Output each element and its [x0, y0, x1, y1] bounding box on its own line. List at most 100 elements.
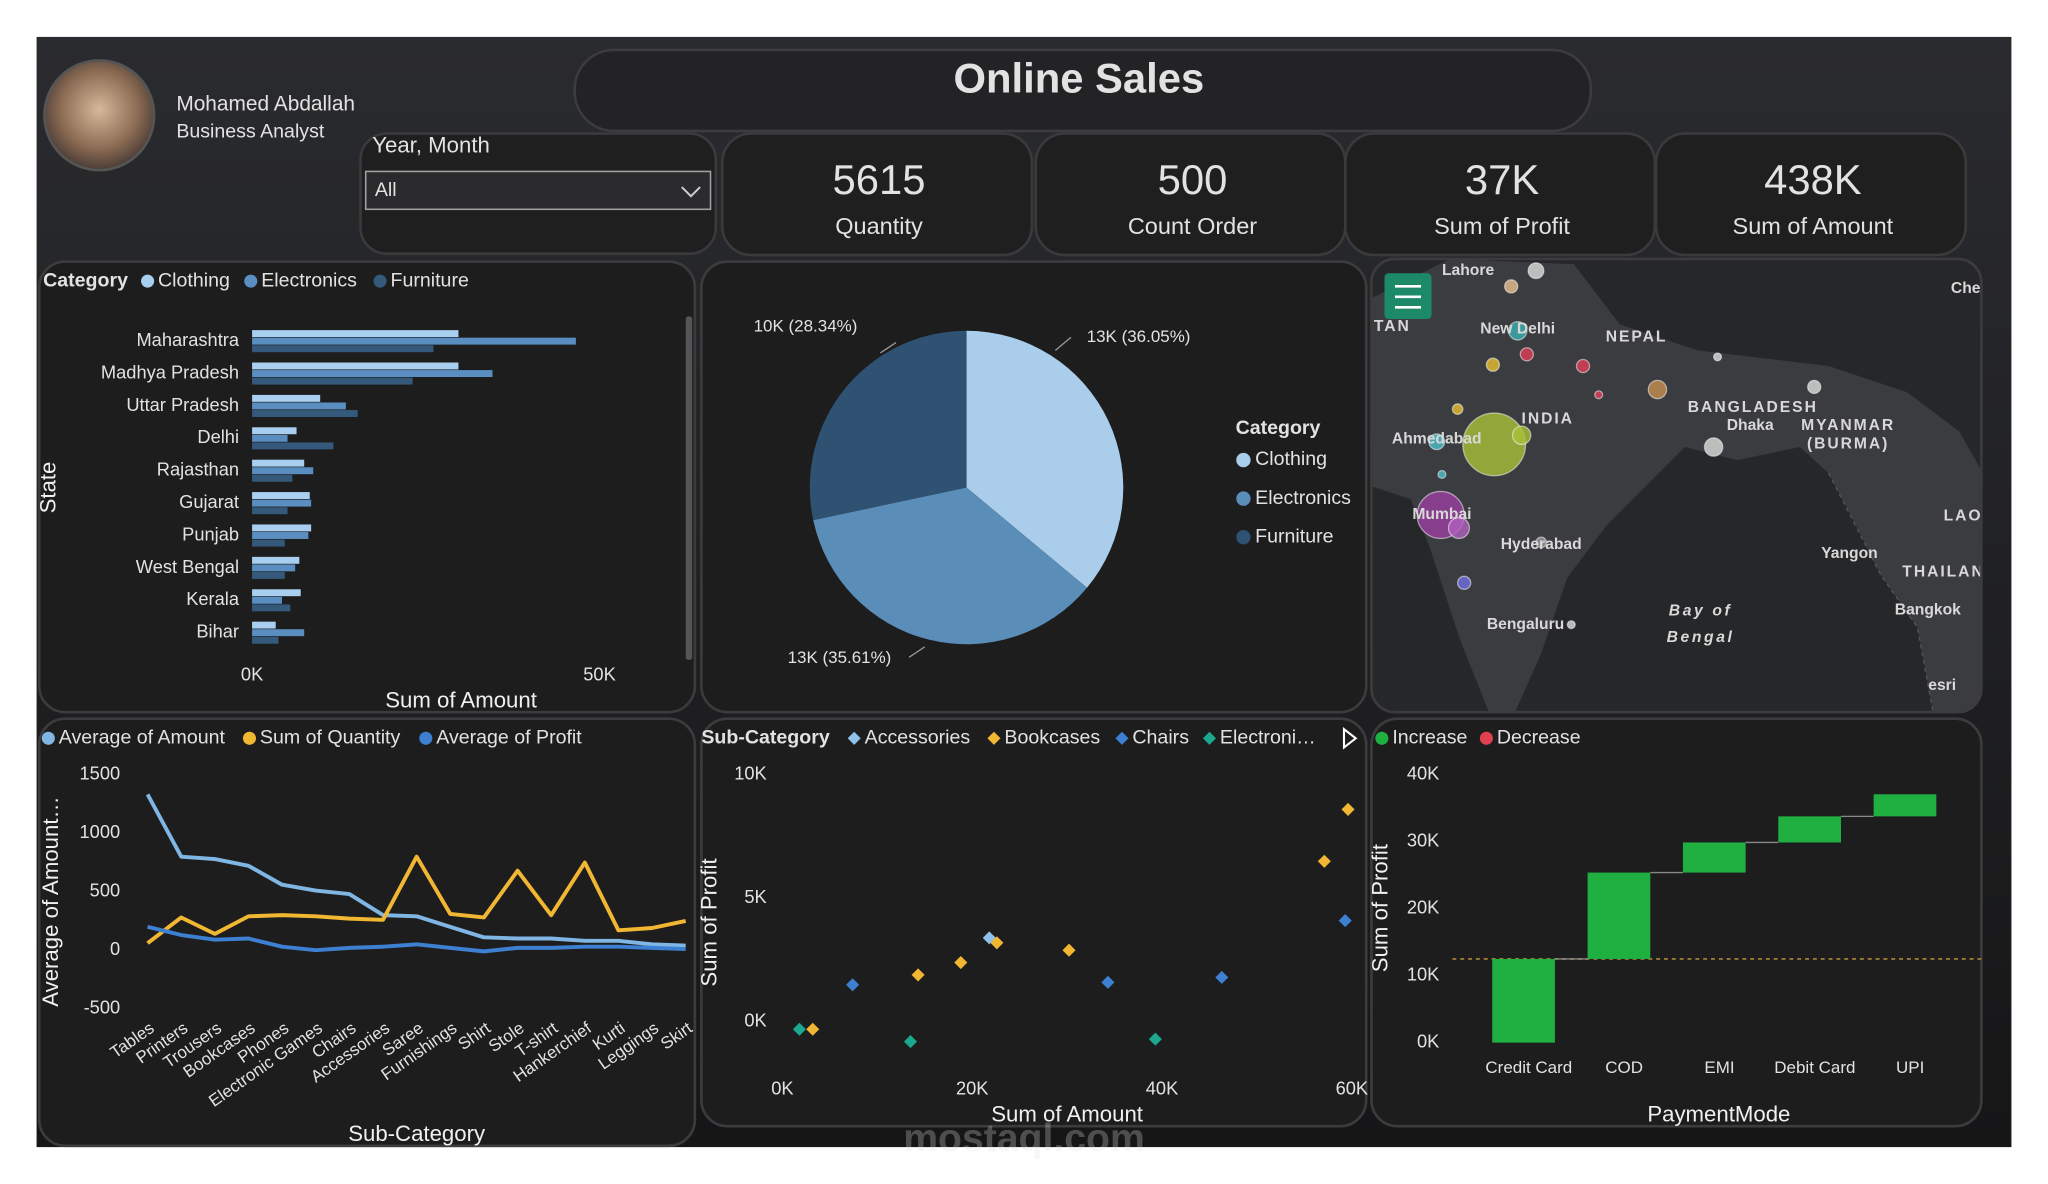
- map-label: esri: [1928, 677, 1956, 694]
- kpi-label: Sum of Amount: [1733, 213, 1894, 239]
- map-label: Bay of: [1669, 603, 1733, 620]
- map-bubble: [1437, 469, 1447, 480]
- scatter-point: [846, 978, 860, 992]
- scatter-point: [911, 968, 925, 982]
- bar: [252, 377, 413, 385]
- scatter-point: [1341, 802, 1355, 816]
- legend-label: Sum of Quantity: [260, 726, 401, 748]
- x-axis-title: Sub-Category: [348, 1121, 486, 1146]
- map-border: [1827, 472, 1934, 713]
- y-tick-label: 500: [90, 880, 120, 901]
- bar: [252, 524, 312, 532]
- legend-label: Bookcases: [1004, 726, 1100, 748]
- bar: [252, 589, 301, 597]
- x-tick-label: Debit Card: [1774, 1058, 1855, 1077]
- map-land: [1371, 258, 1982, 713]
- legend-marker: [1236, 529, 1251, 545]
- bar: [252, 629, 305, 637]
- legend-marker: [1115, 731, 1129, 745]
- x-tick-label: EMI: [1704, 1058, 1734, 1077]
- avatar: [43, 59, 156, 172]
- map-bubble: [1594, 390, 1604, 400]
- leader-line: [908, 646, 926, 658]
- map-label: Ahmedabad: [1392, 430, 1482, 447]
- legend-marker: [987, 731, 1001, 745]
- legend-scroll-arrow[interactable]: [1342, 727, 1358, 750]
- bar: [252, 370, 493, 378]
- map-bubble: [1575, 358, 1591, 374]
- scrollbar[interactable]: [685, 316, 693, 660]
- bar: [252, 499, 312, 507]
- waterfall-bar: [1682, 842, 1746, 873]
- y-tick-label: Rajasthan: [157, 459, 239, 480]
- kpi-value: 438K: [1764, 156, 1862, 203]
- legend-marker: [1236, 491, 1251, 506]
- map-bubble: [1451, 403, 1464, 416]
- bar: [252, 492, 310, 500]
- y-tick-label: West Bengal: [136, 556, 239, 577]
- waterfall-panel: [1370, 717, 1983, 1128]
- y-tick-label: 1500: [80, 763, 121, 784]
- y-tick-label: Bihar: [196, 621, 239, 642]
- slicer-dropdown[interactable]: [364, 170, 712, 211]
- map-bubble: [1462, 412, 1527, 477]
- bar: [252, 604, 291, 612]
- line-panel: [37, 717, 697, 1148]
- map-bubble: [1527, 262, 1545, 280]
- kpi-value: 500: [1158, 156, 1228, 203]
- map-label: TAN: [1374, 318, 1411, 335]
- y-tick-label: 1000: [80, 821, 121, 842]
- legend-title: Sub-Category: [701, 726, 829, 748]
- bar-panel: [37, 260, 697, 714]
- y-tick-label: Punjab: [182, 523, 239, 544]
- map-label: INDIA: [1522, 411, 1574, 428]
- x-axis-title: PaymentMode: [1647, 1102, 1790, 1127]
- map-label: BANGLADESH: [1688, 399, 1818, 416]
- legend-marker: [1236, 452, 1251, 468]
- y-axis-title: Sum of Profit: [1368, 844, 1393, 972]
- y-axis-title: State: [35, 462, 60, 514]
- waterfall-bar: [1873, 794, 1937, 817]
- map-label: Bengaluru: [1487, 616, 1564, 633]
- kpi-card: [720, 132, 1034, 257]
- legend-label: Electroni…: [1220, 726, 1316, 748]
- kpi-label: Sum of Profit: [1434, 213, 1570, 239]
- y-tick-label: Kerala: [186, 588, 240, 609]
- map-frame: [1370, 257, 1983, 714]
- map-bubble: [1456, 575, 1472, 591]
- legend-label: Furniture: [1255, 525, 1333, 547]
- legend-marker: [141, 274, 155, 288]
- map-label: Hyderabad: [1501, 536, 1582, 553]
- bar: [252, 636, 279, 644]
- scatter-point: [1338, 914, 1352, 928]
- menu-icon: [1394, 285, 1422, 309]
- legend-marker: [242, 731, 256, 745]
- kpi-label: Count Order: [1128, 213, 1257, 239]
- map: Lahore New Delhi NEPAL INDIA BANGLADESHDhaka…: [1371, 258, 1984, 713]
- bar: [252, 337, 576, 345]
- scatter-panel: [700, 717, 1368, 1128]
- map-label: (BURMA): [1807, 436, 1889, 453]
- legend-label: Clothing: [158, 269, 230, 291]
- x-tick-label: Credit Card: [1485, 1058, 1572, 1077]
- y-axis-title: Average of Amount…: [38, 796, 63, 1007]
- leader-line: [1054, 336, 1072, 351]
- x-axis-title: Sum of Amount: [991, 1102, 1143, 1127]
- legend-label: Clothing: [1255, 448, 1327, 470]
- bar: [252, 556, 300, 564]
- pie-slice: [809, 330, 967, 521]
- y-tick-label: Maharashtra: [136, 329, 239, 350]
- legend-marker: [1479, 731, 1493, 745]
- kpi-card: [1654, 132, 1968, 257]
- legend-marker: [41, 731, 55, 745]
- legend-label: Electronics: [261, 269, 357, 291]
- kpi-row: 5615 Quantity 500 Count Order 37K Sum of Prof…: [720, 132, 1968, 257]
- legend-label: Electronics: [1255, 487, 1351, 509]
- map-bubble: [1712, 352, 1723, 362]
- bar: [252, 564, 296, 572]
- pie-slice: [966, 330, 1124, 588]
- map-bubble: [1566, 620, 1576, 630]
- map-label: THAILAN: [1902, 564, 1984, 581]
- map-label: NEPAL: [1606, 328, 1668, 345]
- dashboard-title: Online Sales: [953, 54, 1204, 101]
